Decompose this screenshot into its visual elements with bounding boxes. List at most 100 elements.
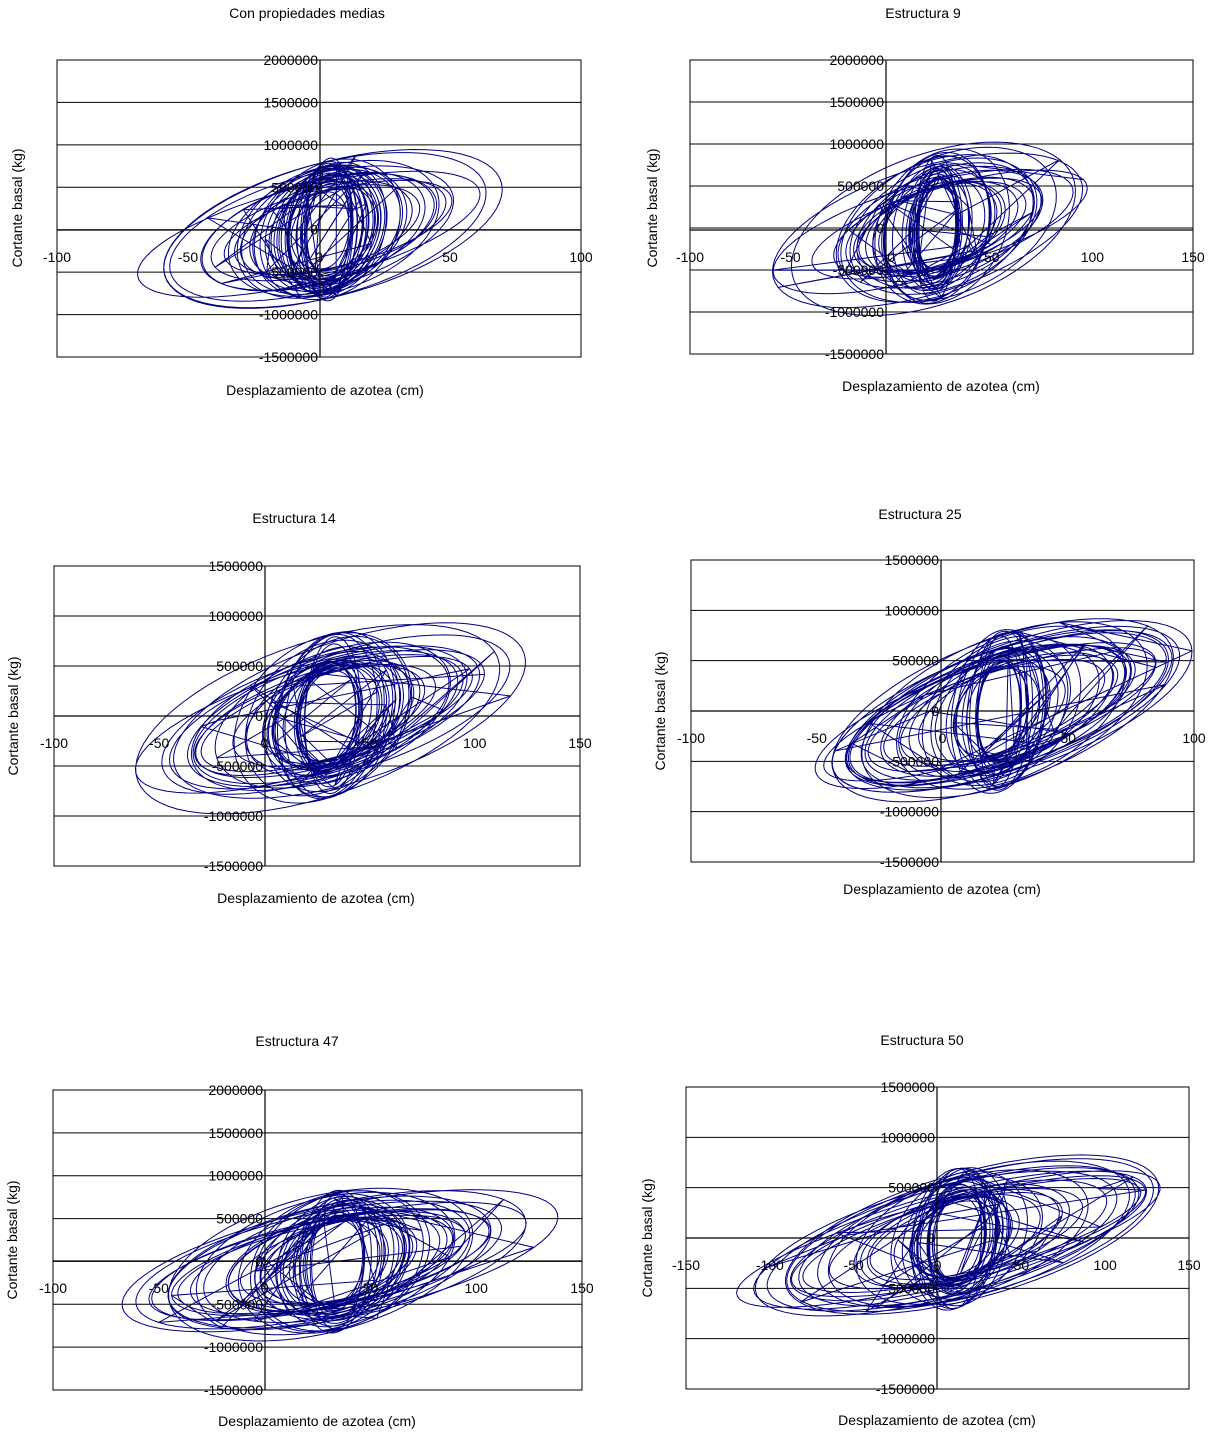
- y-tick-label: 0: [255, 1253, 263, 1269]
- x-tick-label: 0: [261, 1280, 269, 1296]
- y-tick-label: 0: [927, 1230, 935, 1246]
- y-tick-label: 0: [310, 222, 318, 238]
- y-tick-label: 2000000: [208, 1082, 263, 1098]
- y-tick-label: -500000: [833, 262, 885, 278]
- y-tick-label: -500000: [888, 753, 940, 769]
- y-axis-label: Cortante basal (kg): [639, 1178, 655, 1297]
- x-tick-label: 100: [1081, 249, 1105, 265]
- y-tick-label: 500000: [837, 178, 884, 194]
- x-tick-label: 50: [442, 249, 458, 265]
- hysteresis-series: [137, 148, 503, 309]
- x-tick-label: 100: [1093, 1257, 1117, 1273]
- x-tick-label: 0: [887, 249, 895, 265]
- y-tick-label: 1000000: [208, 1168, 263, 1184]
- chart-title: Estructura 9: [885, 5, 961, 21]
- y-tick-label: -1000000: [204, 808, 263, 824]
- chart-panel-1: Con propiedades medias -100 -50 0 50 100 -1500…: [9, 5, 593, 398]
- x-tick-label: -100: [39, 1280, 67, 1296]
- y-tick-label: -1000000: [204, 1339, 263, 1355]
- x-tick-label: -100: [677, 730, 705, 746]
- y-tick-label: 0: [255, 708, 263, 724]
- hysteresis-series: [814, 618, 1193, 803]
- y-tick-label: 1500000: [829, 94, 884, 110]
- y-tick-label: -1500000: [204, 858, 263, 874]
- y-tick-label: -1500000: [876, 1381, 935, 1397]
- y-tick-label: 1500000: [880, 1079, 935, 1095]
- x-axis-label: Desplazamiento de azotea (cm): [217, 890, 415, 906]
- y-tick-label: -1500000: [880, 854, 939, 870]
- x-tick-label: -50: [149, 1280, 169, 1296]
- plot-area-border: [52, 1089, 583, 1391]
- x-axis-label: Desplazamiento de azotea (cm): [842, 378, 1040, 394]
- x-tick-label: 100: [569, 249, 593, 265]
- y-axis-label: Cortante basal (kg): [5, 656, 21, 775]
- hysteresis-series: [771, 141, 1088, 317]
- y-tick-label: -500000: [884, 1280, 936, 1296]
- x-tick-label: -50: [178, 249, 198, 265]
- x-axis-label: Desplazamiento de azotea (cm): [226, 382, 424, 398]
- y-tick-label: 1000000: [263, 137, 318, 153]
- y-tick-label: 1000000: [208, 608, 263, 624]
- plot-area-border: [56, 59, 582, 358]
- y-tick-label: -500000: [212, 1296, 264, 1312]
- y-tick-label: 500000: [216, 1211, 263, 1227]
- x-tick-label: 100: [1182, 730, 1206, 746]
- x-tick-label: -100: [43, 249, 71, 265]
- x-tick-label: 150: [568, 735, 592, 751]
- y-tick-label: -500000: [267, 264, 319, 280]
- x-tick-label: 100: [465, 1280, 489, 1296]
- y-tick-label: 500000: [271, 179, 318, 195]
- x-axis-label: Desplazamiento de azotea (cm): [838, 1412, 1036, 1428]
- x-axis-label: Desplazamiento de azotea (cm): [218, 1413, 416, 1429]
- y-tick-label: 1000000: [884, 602, 939, 618]
- y-tick-label: 1000000: [880, 1129, 935, 1145]
- chart-panel-5: Estructura 47 -100 -50 0 50 100 150 -1500000 -10…: [4, 1033, 594, 1429]
- y-tick-label: -1000000: [876, 1331, 935, 1347]
- hysteresis-series: [736, 1154, 1161, 1317]
- y-tick-label: 500000: [892, 653, 939, 669]
- chart-panel-6: Estructura 50 -150 -100 -50 0 50 100 150 -150000…: [639, 1032, 1201, 1428]
- y-tick-label: 1000000: [829, 136, 884, 152]
- y-axis-label: Cortante basal (kg): [644, 148, 660, 267]
- y-axis-label: Cortante basal (kg): [652, 651, 668, 770]
- x-tick-label: 150: [1177, 1257, 1201, 1273]
- x-tick-label: -150: [672, 1257, 700, 1273]
- y-tick-label: 1500000: [208, 558, 263, 574]
- x-tick-label: 50: [984, 249, 1000, 265]
- hysteresis-series: [121, 1187, 559, 1342]
- x-tick-label: 0: [934, 1257, 942, 1273]
- x-tick-label: -100: [676, 249, 704, 265]
- hysteresis-series: [134, 622, 526, 815]
- chart-title: Estructura 47: [255, 1033, 338, 1049]
- y-tick-label: 2000000: [829, 52, 884, 68]
- x-tick-label: -100: [40, 735, 68, 751]
- x-tick-label: -100: [756, 1257, 784, 1273]
- chart-title: Estructura 14: [252, 510, 335, 526]
- y-tick-label: -1500000: [825, 346, 884, 362]
- y-tick-label: 500000: [216, 658, 263, 674]
- x-tick-label: 50: [363, 1280, 379, 1296]
- x-tick-label: 150: [570, 1280, 594, 1296]
- chart-title: Con propiedades medias: [229, 5, 385, 21]
- x-tick-label: -50: [807, 730, 827, 746]
- y-tick-label: -1000000: [880, 804, 939, 820]
- x-tick-label: 150: [1181, 249, 1205, 265]
- y-tick-label: 1500000: [884, 552, 939, 568]
- x-tick-label: 0: [939, 730, 947, 746]
- y-tick-label: 2000000: [263, 52, 318, 68]
- chart-panel-2: Estructura 9 -100 -50 0 50 100 150 -1500000 -100…: [644, 5, 1205, 394]
- y-tick-label: 1500000: [208, 1125, 263, 1141]
- y-tick-label: -1000000: [259, 307, 318, 323]
- x-tick-label: 50: [362, 735, 378, 751]
- x-tick-label: -50: [780, 249, 800, 265]
- y-tick-label: 1500000: [263, 94, 318, 110]
- x-tick-label: 0: [261, 735, 269, 751]
- chart-panel-3: Estructura 14 -100 -50 0 50 100 150 -1500000 -10…: [5, 510, 592, 906]
- y-tick-label: 0: [931, 703, 939, 719]
- x-tick-label: 0: [315, 249, 323, 265]
- chart-title: Estructura 50: [880, 1032, 963, 1048]
- y-tick-label: 500000: [888, 1180, 935, 1196]
- x-tick-label: 100: [463, 735, 487, 751]
- chart-title: Estructura 25: [878, 506, 961, 522]
